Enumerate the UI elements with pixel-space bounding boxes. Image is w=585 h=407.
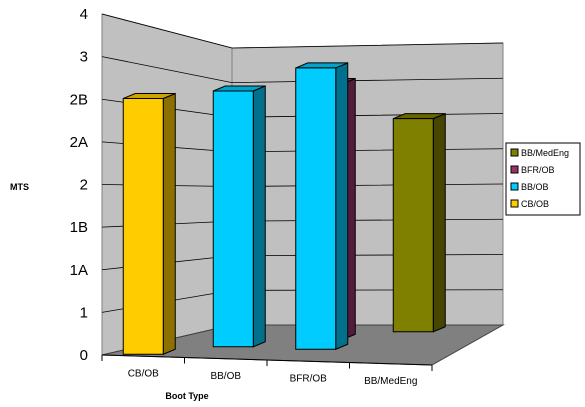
bar: [392, 118, 434, 333]
legend-swatch: [510, 165, 519, 174]
y-axis-title: MTS: [10, 182, 29, 192]
bar-side: [162, 92, 176, 355]
bar-side: [432, 112, 446, 333]
x-axis-title: Boot Type: [165, 391, 208, 401]
legend-swatch: [510, 148, 519, 157]
bar: [212, 90, 254, 348]
gridline: [101, 13, 504, 49]
y-tick-label: 0: [80, 347, 88, 364]
legend-label: BFR/OB: [521, 165, 555, 175]
x-tick-label: CB/OB: [128, 368, 159, 379]
y-tick-label: 4: [80, 6, 88, 23]
bar-side: [335, 62, 349, 350]
y-tick-label: 3: [80, 49, 88, 66]
y-tick-label: 2A: [70, 134, 88, 151]
y-tick-label: 1B: [70, 219, 88, 236]
gridline: [101, 56, 504, 84]
y-axis-tick-labels: 0 1 1A 1B 2 2A 2B 3 4: [70, 6, 88, 364]
x-tick-label: BB/OB: [210, 371, 241, 382]
x-axis-tick-labels: CB/OB BB/OB BFR/OB BB/MedEng: [128, 368, 418, 387]
y-tick-label: 1A: [70, 262, 88, 279]
legend: BB/MedEng BFR/OB BB/OB CB/OB: [505, 142, 581, 216]
bar-side: [252, 85, 266, 348]
legend-swatch: [510, 199, 519, 208]
bar: [295, 67, 337, 350]
legend-label: BB/MedEng: [521, 148, 569, 158]
y-tick-label: 2B: [70, 91, 88, 108]
legend-label: BB/OB: [521, 182, 549, 192]
bar: [122, 98, 164, 355]
x-tick-label: BFR/OB: [290, 373, 328, 384]
legend-label: CB/OB: [521, 199, 549, 209]
bars: [122, 62, 446, 355]
x-tick-label: BB/MedEng: [364, 376, 417, 387]
legend-swatch: [510, 182, 519, 191]
y-tick-label: 1: [80, 304, 88, 321]
y-tick-label: 2: [80, 177, 88, 194]
